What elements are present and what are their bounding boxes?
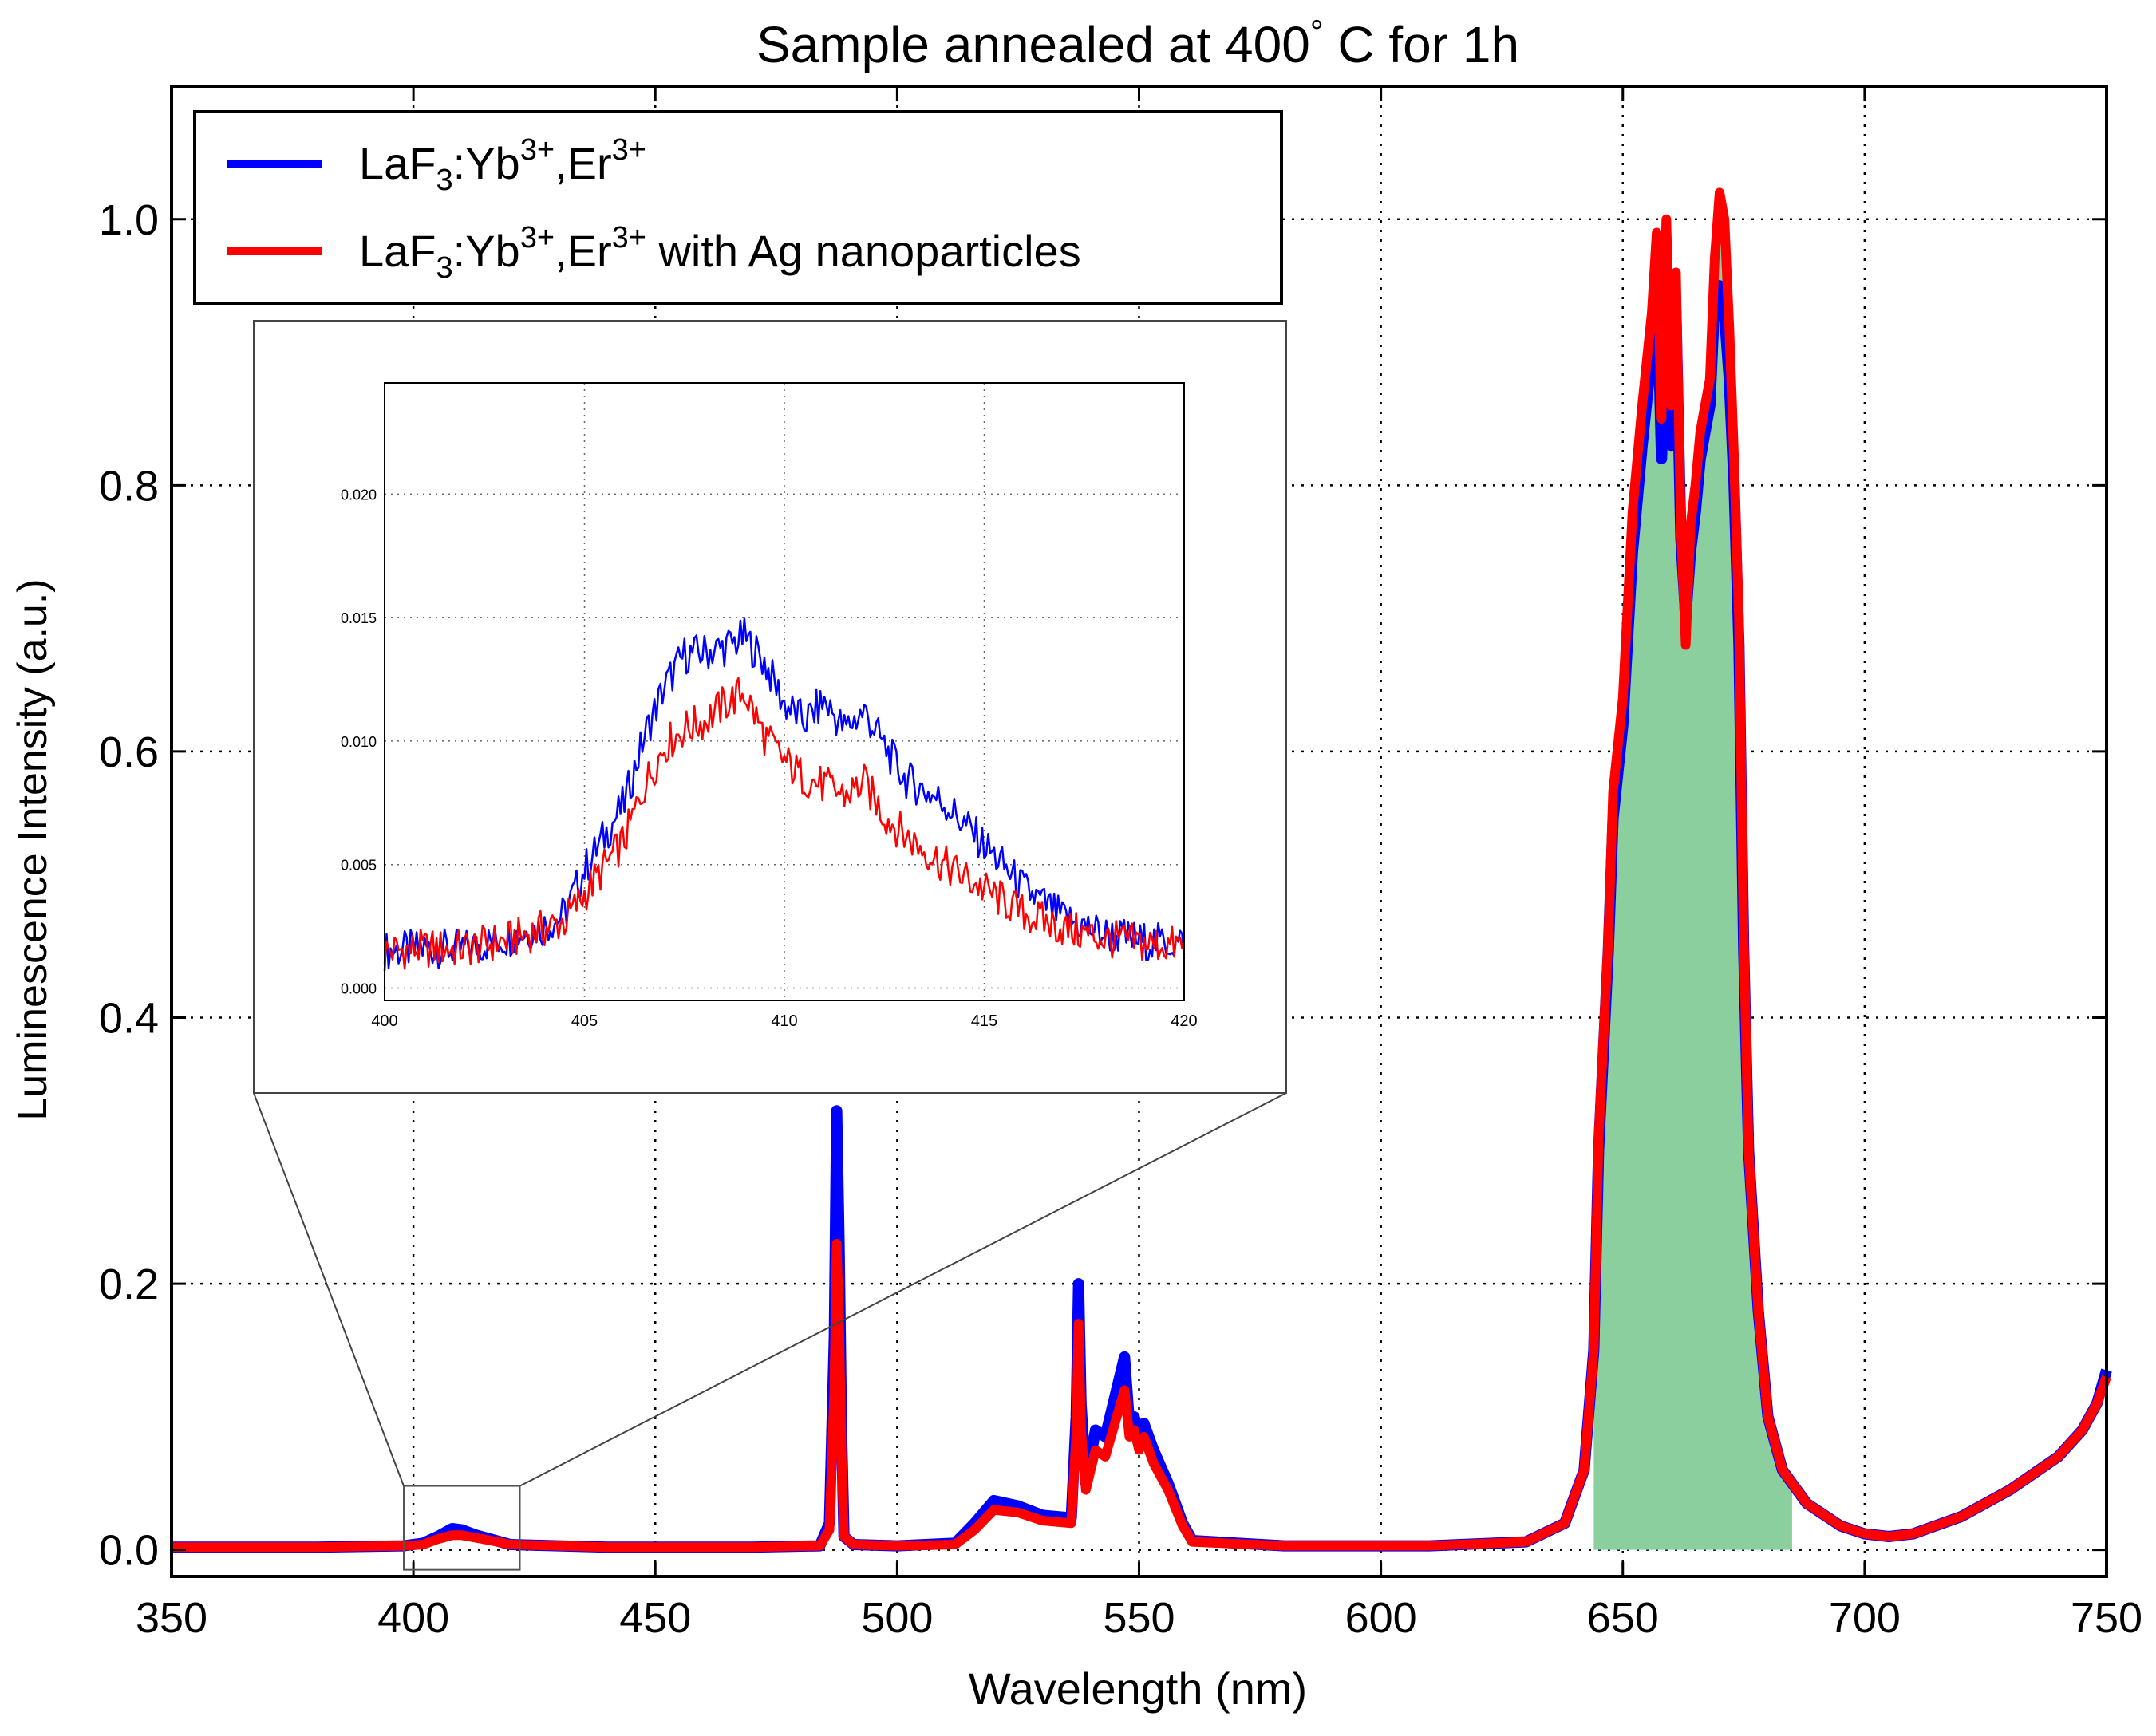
y-tick-label: 0.2 — [99, 1261, 159, 1308]
x-tick-label: 600 — [1345, 1594, 1417, 1642]
shaded-region — [1593, 192, 1792, 1550]
inset-x-tick-labels: 400 405 410 415 420 — [371, 1012, 1197, 1030]
y-tick-labels: 0.0 0.2 0.4 0.6 0.8 1.0 — [99, 196, 159, 1575]
x-tick-label: 550 — [1103, 1594, 1175, 1642]
y-tick-label: 0.0 — [99, 1527, 159, 1575]
zoom-box — [403, 1485, 521, 1571]
y-axis-label: Luminescence Intensity (a.u.) — [10, 578, 56, 1120]
inset-y-tick-label: 0.020 — [341, 487, 377, 503]
axis-ticks — [170, 86, 2108, 1576]
series-line-red — [172, 187, 2111, 1553]
x-tick-label: 750 — [2071, 1594, 2142, 1642]
inset-outer-box — [253, 320, 1287, 1094]
y-tick-label: 0.4 — [99, 995, 159, 1043]
x-tick-label: 650 — [1587, 1594, 1659, 1642]
inset-line-red — [383, 677, 1186, 970]
x-tick-label: 450 — [619, 1594, 691, 1642]
inset-frame — [384, 382, 1185, 1001]
x-tick-label: 350 — [136, 1594, 207, 1642]
inset-y-tick-label: 0.005 — [341, 858, 377, 874]
shaded-area — [1593, 192, 1792, 1550]
legend-label-blue: LaF3:Yb3+,Er3+ — [359, 133, 646, 197]
y-tick-label: 0.8 — [99, 462, 159, 510]
inset-y-tick-label: 0.010 — [341, 734, 377, 750]
x-tick-label: 400 — [377, 1594, 449, 1642]
inset-x-tick-label: 420 — [1171, 1012, 1197, 1030]
inset-x-tick-label: 410 — [771, 1012, 797, 1030]
inset-y-tick-label: 0.000 — [341, 981, 377, 997]
inset-y-tick-label: 0.015 — [341, 610, 377, 626]
legend-box — [193, 110, 1283, 305]
zoom-connector-right — [519, 1092, 1287, 1487]
x-tick-label: 500 — [861, 1594, 933, 1642]
inset-x-tick-label: 415 — [971, 1012, 997, 1030]
inset-y-tick-labels: 0.000 0.005 0.010 0.015 0.020 — [341, 487, 377, 996]
legend: LaF3:Yb3+,Er3+ LaF3:Yb3+,Er3+ with Ag na… — [193, 110, 1283, 305]
main-series — [172, 187, 2112, 1553]
legend-label-red: LaF3:Yb3+,Er3+ with Ag nanoparticles — [359, 221, 1081, 285]
x-tick-label: 700 — [1829, 1594, 1901, 1642]
y-tick-label: 0.6 — [99, 728, 159, 776]
zoom-indicator — [253, 1092, 1287, 1571]
inset-x-tick-label: 405 — [571, 1012, 598, 1030]
y-tick-label: 1.0 — [99, 196, 159, 244]
zoom-connector-left — [253, 1092, 405, 1486]
inset-series — [383, 617, 1186, 971]
inset: 400 405 410 415 420 0.000 0.005 0.010 0.015 0.02… — [253, 320, 1287, 1094]
inset-x-tick-label: 400 — [371, 1012, 397, 1030]
x-tick-labels: 350 400 450 500 550 600 650 700 750 — [136, 1594, 2142, 1642]
x-axis-label: Wavelength (nm) — [969, 1663, 1307, 1714]
chart-title: Sample annealed at 400° C for 1h — [756, 13, 1519, 73]
